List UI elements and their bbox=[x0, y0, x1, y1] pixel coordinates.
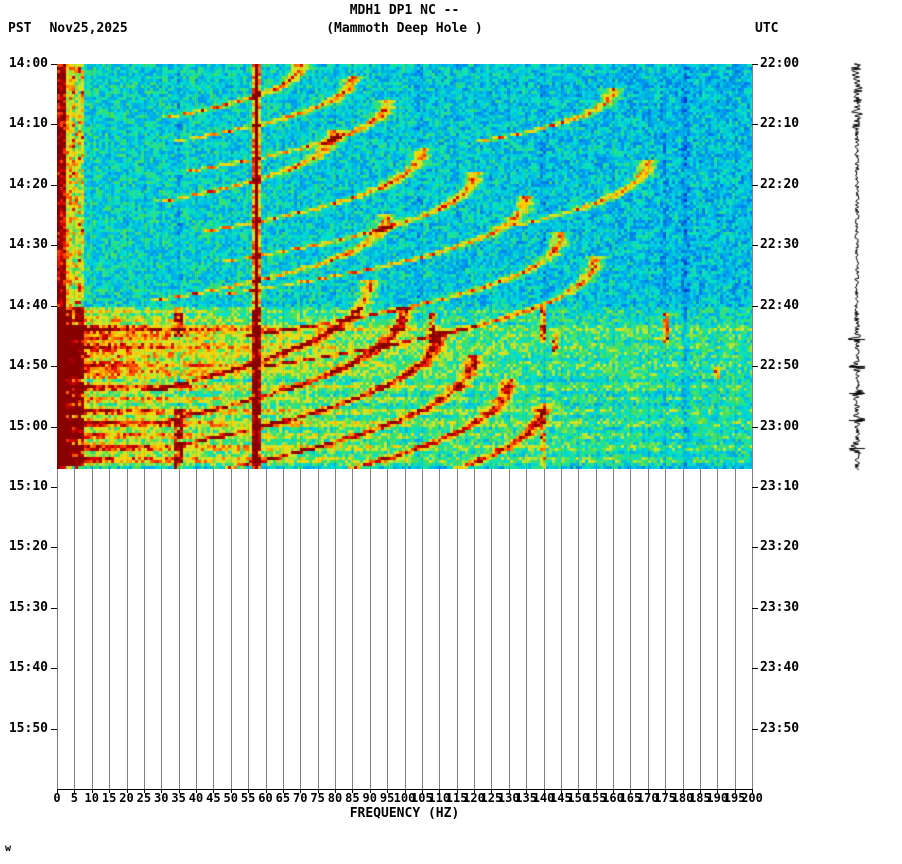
right-time-tick-label: 23:20 bbox=[760, 539, 800, 555]
freq-tick-label: 185 bbox=[689, 791, 711, 805]
freq-tick-label: 55 bbox=[240, 791, 256, 805]
freq-tick-label: 140 bbox=[532, 791, 555, 805]
freq-tick-label: 145 bbox=[550, 791, 572, 805]
right-time-tick-label: 22:30 bbox=[760, 237, 800, 253]
freq-tick-label: 190 bbox=[706, 791, 729, 805]
freq-tick-label: 90 bbox=[362, 791, 377, 805]
freq-tick-label: 130 bbox=[497, 791, 520, 805]
freq-tick-label: 50 bbox=[223, 791, 238, 805]
freq-tick-label: 5 bbox=[70, 791, 78, 805]
right-time-tick-label: 22:10 bbox=[760, 116, 800, 132]
freq-tick-label: 20 bbox=[119, 791, 134, 805]
freq-tick-label: 200 bbox=[741, 791, 763, 805]
freq-tick-label: 125 bbox=[480, 791, 503, 805]
left-time-tick-label: 15:10 bbox=[8, 478, 48, 494]
right-time-tick-label: 23:30 bbox=[760, 599, 800, 615]
right-time-tick-label: 22:40 bbox=[760, 297, 800, 313]
freq-tick-label: 115 bbox=[445, 791, 468, 805]
freq-tick-label: 75 bbox=[310, 791, 325, 805]
x-axis-label: FREQUENCY (HZ) bbox=[349, 806, 460, 821]
freq-tick-label: 30 bbox=[154, 791, 169, 805]
right-time-tick-label: 23:00 bbox=[760, 418, 800, 434]
timezone-left-label: PST bbox=[8, 21, 32, 36]
title-line2: (Mammoth Deep Hole ) bbox=[326, 21, 483, 36]
right-time-tick-label: 22:00 bbox=[760, 56, 800, 71]
freq-tick-label: 110 bbox=[428, 791, 451, 805]
freq-tick-label: 60 bbox=[258, 791, 273, 805]
freq-tick-label: 95 bbox=[379, 791, 395, 805]
right-time-tick-label: 22:20 bbox=[760, 176, 800, 192]
freq-tick-label: 65 bbox=[275, 791, 291, 805]
freq-tick-label: 150 bbox=[567, 791, 590, 805]
freq-tick-label: 15 bbox=[101, 791, 117, 805]
freq-tick-label: 0 bbox=[53, 791, 61, 805]
freq-tick-label: 45 bbox=[206, 791, 221, 805]
freq-tick-label: 165 bbox=[619, 791, 642, 805]
header-left: PST Nov25,2025 bbox=[8, 20, 128, 38]
left-time-tick-label: 15:20 bbox=[8, 539, 48, 555]
left-time-tick-label: 14:40 bbox=[8, 297, 48, 313]
freq-tick-label: 70 bbox=[293, 791, 308, 805]
left-time-tick-label: 14:10 bbox=[8, 116, 48, 132]
freq-tick-label: 180 bbox=[671, 791, 694, 805]
freq-tick-label: 170 bbox=[636, 791, 659, 805]
freq-tick-label: 35 bbox=[171, 791, 186, 805]
title-line1: MDH1 DP1 NC -- bbox=[349, 3, 460, 18]
freq-tick-label: 160 bbox=[602, 791, 624, 805]
footer-mark: w bbox=[5, 843, 12, 854]
timezone-right-label: UTC bbox=[755, 21, 779, 36]
freq-tick-label: 100 bbox=[393, 791, 416, 805]
left-time-tick-label: 15:50 bbox=[8, 720, 48, 736]
spectrogram-canvas bbox=[57, 64, 752, 469]
freq-tick-label: 175 bbox=[654, 791, 676, 805]
left-time-tick-label: 14:20 bbox=[8, 176, 48, 192]
seismogram-trace-canvas bbox=[842, 62, 872, 472]
left-time-tick-label: 15:30 bbox=[8, 599, 48, 615]
freq-tick-label: 25 bbox=[136, 791, 152, 805]
freq-tick-label: 120 bbox=[463, 791, 485, 805]
freq-tick-label: 135 bbox=[515, 791, 537, 805]
freq-tick-label: 105 bbox=[411, 791, 433, 805]
freq-tick-label: 80 bbox=[327, 791, 343, 805]
left-time-tick-label: 15:40 bbox=[8, 660, 48, 676]
left-time-tick-label: 15:00 bbox=[8, 418, 48, 434]
freq-tick-label: 155 bbox=[584, 791, 607, 805]
right-time-tick-label: 23:10 bbox=[760, 478, 800, 494]
right-time-tick-label: 22:50 bbox=[760, 358, 800, 374]
freq-tick-label: 85 bbox=[345, 791, 360, 805]
freq-tick-label: 40 bbox=[188, 791, 204, 805]
right-time-tick-label: 23:50 bbox=[760, 720, 800, 736]
freq-tick-label: 10 bbox=[84, 791, 99, 805]
left-time-tick-label: 14:00 bbox=[8, 56, 48, 71]
left-time-tick-label: 14:50 bbox=[8, 358, 48, 374]
freq-tick-label: 195 bbox=[723, 791, 746, 805]
left-time-tick-label: 14:30 bbox=[8, 237, 48, 253]
date-label: Nov25,2025 bbox=[49, 21, 128, 36]
chart-title: MDH1 DP1 NC -- (Mammoth Deep Hole ) bbox=[57, 2, 752, 38]
right-time-tick-label: 23:40 bbox=[760, 660, 800, 676]
